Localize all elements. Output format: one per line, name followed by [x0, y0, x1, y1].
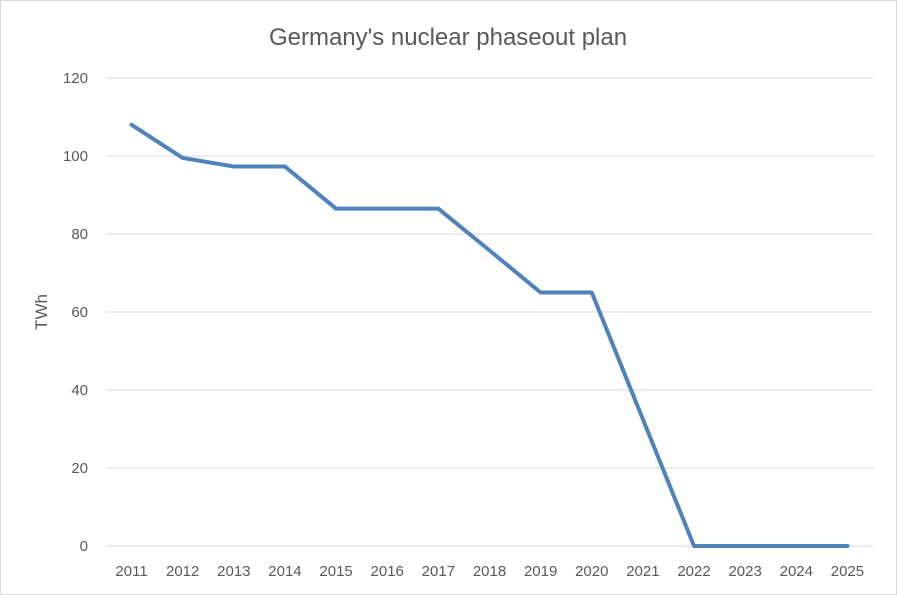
y-tick-label: 20	[71, 460, 88, 477]
x-tick-label: 2017	[422, 563, 455, 580]
x-tick-label: 2016	[371, 563, 404, 580]
chart-title: Germany's nuclear phaseout plan	[269, 24, 627, 51]
y-axis-ticks: 0 20 40 60 80 100 120	[63, 70, 88, 555]
y-tick-label: 120	[63, 70, 88, 87]
x-tick-label: 2021	[626, 563, 659, 580]
y-tick-label: 60	[71, 304, 88, 321]
x-tick-label: 2024	[780, 563, 813, 580]
x-tick-label: 2011	[115, 563, 147, 580]
x-tick-label: 2013	[217, 563, 250, 580]
series-layer	[129, 122, 850, 548]
x-tick-label: 2014	[268, 563, 301, 580]
y-tick-label: 0	[80, 538, 88, 555]
x-tick-label: 2020	[575, 563, 608, 580]
gridlines	[106, 77, 873, 547]
x-tick-label: 2012	[166, 563, 199, 580]
x-tick-label: 2022	[677, 563, 710, 580]
y-tick-label: 80	[71, 226, 88, 243]
x-tick-label: 2025	[831, 563, 864, 580]
x-tick-label: 2019	[524, 563, 557, 580]
x-tick-label: 2023	[728, 563, 761, 580]
x-tick-label: 2015	[319, 563, 352, 580]
x-tick-label: 2018	[473, 563, 506, 580]
y-tick-label: 40	[71, 382, 88, 399]
series-line-0	[129, 122, 850, 548]
x-axis-ticks: 2011 2012 2013 2014 2015 2016 2017 2018 2019 2020…	[115, 563, 864, 580]
y-tick-label: 100	[63, 148, 88, 165]
y-axis-title: TWh	[32, 294, 51, 330]
